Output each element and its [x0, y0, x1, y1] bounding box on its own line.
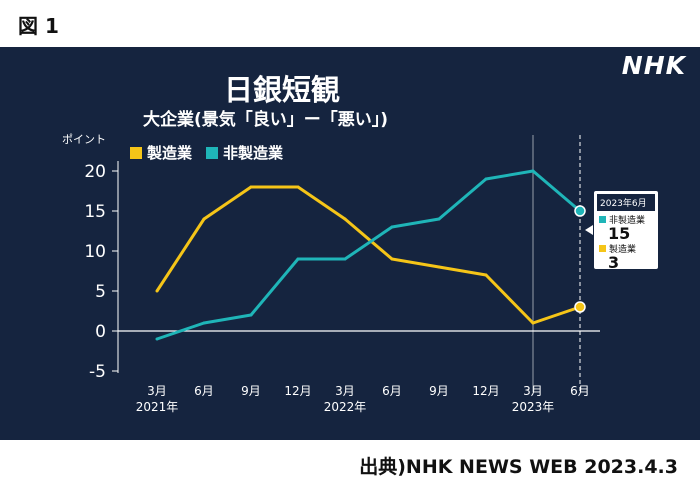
x-tick-label: 3月 — [523, 384, 543, 398]
x-tick-label: 3月 — [335, 384, 355, 398]
x-tick-label: 9月 — [429, 384, 449, 398]
data-source-label: 日本銀行 — [642, 461, 686, 474]
data-point-non-manufacturing — [574, 205, 586, 217]
tooltip-name-manufacturing: 製造業 — [609, 245, 637, 255]
y-tick-label: 5 — [95, 282, 106, 302]
x-tick-label: 6月 — [382, 384, 402, 398]
x-tick-label: 6月 — [570, 384, 590, 398]
data-point-manufacturing — [343, 217, 347, 221]
data-point-manufacturing — [574, 301, 586, 313]
nhk-logo: NHK — [621, 51, 686, 80]
series-line-non-manufacturing — [156, 169, 581, 341]
data-point-manufacturing — [390, 257, 394, 261]
data-tooltip: 2023年6月 非製造業 15 製造業 3 — [594, 191, 658, 272]
legend-swatch-manufacturing — [130, 146, 142, 159]
data-point-manufacturing — [484, 273, 488, 277]
data-point-manufacturing — [155, 289, 159, 293]
x-year-label: 2022年 — [324, 400, 367, 414]
figure-label: 図 1 — [18, 14, 59, 38]
data-point-non-manufacturing — [202, 321, 206, 325]
x-year-label: 2021年 — [136, 400, 179, 414]
data-point-manufacturing — [531, 321, 535, 325]
series-line-manufacturing — [155, 185, 581, 325]
data-point-non-manufacturing — [296, 257, 300, 261]
x-tick-label: 12月 — [472, 384, 499, 398]
tooltip-swatch-non-manufacturing — [599, 216, 606, 223]
tooltip-row-non-manufacturing: 非製造業 — [594, 213, 658, 226]
data-point-manufacturing — [296, 185, 300, 189]
x-tick-label: 12月 — [284, 384, 311, 398]
chart-title: 日銀短観 — [224, 73, 341, 107]
legend-item-non-manufacturing: 非製造業 — [206, 142, 283, 163]
x-tick-label: 6月 — [194, 384, 214, 398]
y-tick-label: 0 — [95, 322, 106, 342]
y-tick-label: 15 — [84, 202, 106, 222]
legend-label-non-manufacturing: 非製造業 — [223, 144, 284, 162]
tooltip-swatch-manufacturing — [599, 245, 606, 252]
data-point-non-manufacturing — [437, 217, 441, 221]
chart-panel: NHK 日銀短観 大企業(景気「良い」ー「悪い」) ポイント 製造業 非製造業 … — [0, 47, 700, 474]
data-point-manufacturing — [249, 185, 253, 189]
tooltip-pointer — [585, 225, 593, 235]
x-tick-label: 9月 — [241, 384, 261, 398]
legend-item-manufacturing: 製造業 — [130, 142, 192, 163]
tooltip-row-manufacturing: 製造業 — [594, 242, 658, 255]
y-tick-label: 20 — [84, 162, 106, 182]
y-axis-unit-label: ポイント — [62, 133, 106, 146]
tooltip-period: 2023年6月 — [597, 194, 655, 211]
legend-label-manufacturing: 製造業 — [147, 144, 193, 162]
data-point-manufacturing — [437, 265, 441, 269]
data-point-non-manufacturing — [249, 313, 253, 317]
x-year-label: 2023年 — [512, 400, 555, 414]
data-point-non-manufacturing — [155, 337, 159, 341]
legend-swatch-non-manufacturing — [206, 146, 219, 159]
data-point-non-manufacturing — [484, 177, 488, 181]
data-point-manufacturing — [202, 217, 206, 221]
tooltip-name-non-manufacturing: 非製造業 — [609, 216, 646, 226]
chart-legend: 製造業 非製造業 — [130, 142, 283, 163]
y-tick-label: -5 — [89, 362, 106, 382]
data-point-non-manufacturing — [531, 169, 535, 173]
tooltip-value-non-manufacturing: 15 — [608, 224, 631, 243]
line-chart-plot: 20 15 10 5 0 -5 3月 6月 9月 12月 3月 6月 9月 12月 3月 6月 2021年 202… — [84, 135, 600, 414]
data-point-non-manufacturing — [390, 225, 394, 229]
chart-subtitle: 大企業(景気「良い」ー「悪い」) — [143, 110, 389, 130]
data-point-non-manufacturing — [343, 257, 347, 261]
x-tick-label: 3月 — [147, 384, 167, 398]
source-credit: 出典)NHK NEWS WEB 2023.4.3 — [359, 456, 678, 478]
y-tick-label: 10 — [84, 242, 106, 262]
tooltip-value-manufacturing: 3 — [608, 253, 620, 272]
